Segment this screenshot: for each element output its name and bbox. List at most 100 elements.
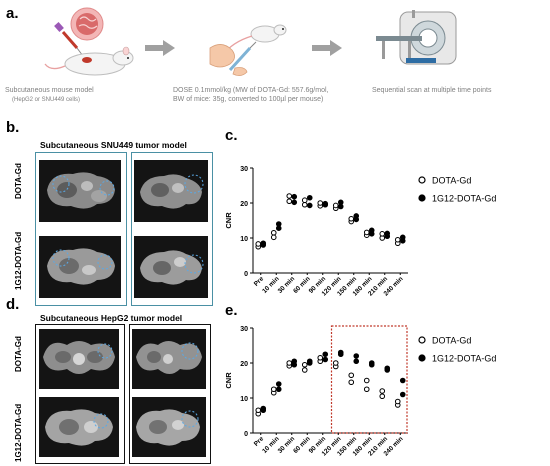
data-point: [368, 360, 375, 366]
data-point: [348, 379, 355, 386]
y-axis-label: CNR: [224, 212, 233, 229]
panel-a-letter: a.: [6, 5, 19, 22]
data-point: [291, 199, 298, 206]
data-point: [301, 361, 308, 368]
panel-b-title: Subcutaneous SNU449 tumor model: [40, 140, 187, 150]
data-point: [384, 230, 391, 237]
y-tick-label: 20: [240, 201, 248, 208]
mri-scan-b-dota-right: [134, 160, 208, 222]
data-point: [322, 351, 329, 358]
process-arrow-2: [312, 40, 342, 56]
data-point: [275, 386, 282, 393]
data-point: [317, 354, 324, 361]
mri-scan-d-1g12-right: [132, 397, 206, 457]
highlight-box: [330, 325, 408, 434]
data-point: [275, 381, 282, 387]
panel-d-title: Subcutaneous HepG2 tumor model: [40, 313, 183, 323]
data-point: [353, 353, 360, 359]
data-point: [394, 236, 401, 243]
data-point: [399, 391, 406, 398]
mri-scan-d-1g12-left: [39, 397, 119, 457]
caption-dose-line2: BW of mice: 35g, converted to 100µl per …: [173, 96, 324, 103]
panel-b-right-frame: [131, 152, 213, 306]
data-point: [291, 193, 298, 200]
data-point: [399, 377, 406, 384]
tail-vein-injection-illustration: [209, 24, 287, 76]
data-point: [384, 365, 391, 372]
panel-e-letter: e.: [225, 302, 238, 319]
panel-b-row2-label: 1G12-DOTA-Gd: [14, 231, 23, 290]
y-tick-label: 0: [244, 271, 248, 278]
data-point: [301, 197, 308, 204]
data-point: [260, 405, 267, 412]
data-point: [275, 221, 282, 227]
mri-scanner-illustration: [376, 10, 457, 65]
data-point: [332, 360, 339, 366]
data-point: [322, 356, 329, 363]
data-point: [322, 200, 329, 207]
data-point: [306, 202, 313, 209]
x-tick-label: Pre: [253, 275, 266, 288]
legend-label: 1G12-DOTA-Gd: [432, 194, 496, 204]
data-point: [255, 241, 262, 247]
data-point: [394, 398, 401, 405]
data-point: [337, 349, 344, 356]
y-tick-label: 30: [240, 326, 248, 333]
caption-dose-line1: DOSE 0.1mmol/kg (MW of DOTA-Gd: 557.6g/m…: [173, 87, 329, 94]
caption-cell-lines: (HepG2 or SNU449 cells): [12, 97, 81, 103]
mouse-injection-illustration: [44, 7, 134, 76]
data-point: [353, 358, 360, 365]
y-tick-label: 10: [240, 236, 248, 243]
panel-b-letter: b.: [6, 119, 20, 136]
data-point: [363, 377, 370, 384]
panel-b-row1-label: DOTA-Gd: [14, 163, 23, 199]
caption-mouse-model: Subcutaneous mouse model: [5, 87, 94, 94]
data-point: [399, 234, 406, 241]
data-point: [260, 240, 267, 247]
data-point: [301, 201, 308, 208]
panel-d-right-frame: [129, 324, 211, 464]
data-point: [348, 372, 355, 379]
x-tick-label: Pre: [253, 435, 266, 448]
data-point: [270, 234, 277, 241]
data-point: [306, 194, 313, 201]
legend-label: DOTA-Gd: [432, 336, 471, 346]
data-point: [337, 199, 344, 206]
panel-d-row2-label: 1G12-DOTA-Gd: [14, 403, 23, 462]
data-point: [363, 229, 370, 236]
data-point: [379, 231, 386, 237]
y-axis-label: CNR: [224, 372, 233, 389]
legend-label: DOTA-Gd: [432, 176, 471, 186]
data-point: [286, 193, 293, 199]
panel-d-row1-label: DOTA-Gd: [14, 336, 23, 372]
mri-scan-d-dota-left: [39, 329, 119, 389]
data-point: [317, 200, 324, 206]
mri-scan-d-dota-right: [132, 329, 206, 389]
panel-d-left-frame: [35, 324, 125, 464]
data-point: [306, 358, 313, 365]
mri-scan-b-1g12-right: [134, 236, 208, 298]
legend-marker: [418, 194, 426, 202]
y-tick-label: 10: [240, 396, 248, 403]
data-point: [363, 386, 370, 393]
mri-scan-b-1g12-left: [39, 236, 121, 298]
panel-b-left-frame: [35, 152, 127, 306]
data-point: [332, 202, 339, 209]
legend-marker: [418, 336, 426, 344]
process-arrow-1: [145, 40, 175, 56]
y-tick-label: 0: [244, 431, 248, 438]
data-point: [368, 227, 375, 234]
data-point: [379, 393, 386, 400]
y-tick-label: 20: [240, 361, 248, 368]
legend-marker: [418, 354, 426, 362]
legend-marker: [418, 176, 426, 184]
caption-sequential-scan: Sequential scan at multiple time points: [372, 87, 492, 94]
data-point: [379, 388, 386, 394]
data-point: [291, 358, 298, 365]
data-point: [348, 215, 355, 222]
y-tick-label: 30: [240, 166, 248, 173]
data-point: [270, 229, 277, 236]
panel-c-letter: c.: [225, 127, 238, 144]
